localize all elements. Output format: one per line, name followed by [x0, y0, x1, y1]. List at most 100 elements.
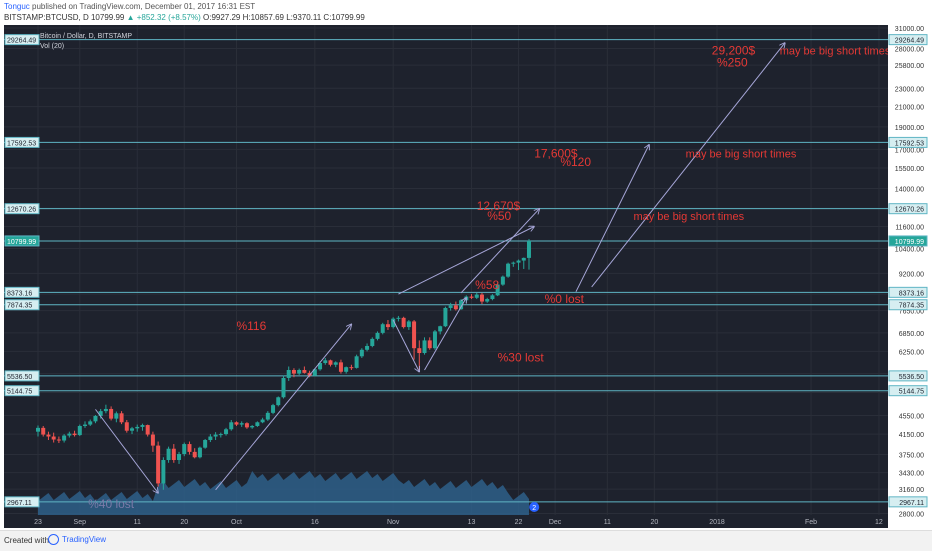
- x-tick-label: Dec: [549, 519, 562, 526]
- level-price-tag: [888, 370, 928, 382]
- candle-body: [171, 448, 176, 461]
- level-price-label: 5144.75: [899, 389, 924, 396]
- candle-body: [396, 317, 401, 319]
- footer: Created with TradingView: [0, 530, 932, 551]
- level-price-label: 10799.99: [895, 239, 924, 246]
- candle-body: [328, 360, 333, 365]
- level-left-label: 5536.50: [7, 374, 32, 381]
- chart-annotation: %250: [717, 56, 748, 70]
- candle-body: [51, 436, 56, 440]
- y-tick-label: 15500.00: [895, 166, 924, 173]
- candle-body: [302, 369, 307, 373]
- candle-body: [521, 257, 526, 261]
- tradingview-brand[interactable]: TradingView: [48, 534, 106, 545]
- candle-body: [161, 460, 166, 484]
- price-chart[interactable]: %40 lost %116 %58 %0 lost %30 lost 12,670$%50…: [4, 25, 928, 528]
- candle-body: [77, 425, 82, 436]
- y-tick-label: 28000.00: [895, 47, 924, 54]
- candle-body: [500, 276, 505, 285]
- candle-body: [109, 408, 114, 419]
- chart-annotation: 29,200$: [712, 43, 756, 57]
- chart-annotation: %120: [560, 155, 591, 169]
- candle-body: [427, 340, 432, 349]
- y-tick-label: 4150.00: [899, 432, 924, 439]
- level-left-label: 12670.26: [7, 207, 36, 214]
- x-tick-label: 20: [180, 519, 188, 526]
- candle-body: [365, 345, 370, 350]
- candle-body: [370, 338, 375, 346]
- candle-body: [244, 423, 249, 428]
- chart-annotation: %30 lost: [498, 350, 545, 364]
- publish-header: Tonguc published on TradingView.com, Dec…: [0, 0, 932, 24]
- level-price-label: 8373.16: [899, 290, 924, 297]
- level-left-tag: [4, 385, 40, 397]
- level-left-tag: [4, 203, 40, 215]
- chart-annotation: %50: [487, 209, 511, 223]
- x-tick-label: 16: [311, 519, 319, 526]
- level-price-label: 7874.35: [899, 303, 924, 310]
- candle-body: [271, 405, 276, 413]
- candle-body: [192, 451, 197, 458]
- candle-body: [239, 423, 244, 425]
- candle-body: [182, 444, 187, 455]
- candle-body: [417, 348, 422, 354]
- candle-body: [391, 318, 396, 328]
- publish-info: Tonguc published on TradingView.com, Dec…: [4, 2, 255, 11]
- candle-body: [401, 317, 406, 328]
- candle-body: [83, 424, 88, 426]
- candle-body: [406, 321, 411, 328]
- candle-body: [453, 305, 458, 310]
- level-left-tag: [4, 235, 40, 247]
- candle-body: [103, 408, 108, 412]
- level-price-tag: [888, 235, 928, 247]
- trend-arrow: [460, 209, 539, 294]
- candle-body: [526, 240, 531, 258]
- candle-body: [448, 305, 453, 308]
- level-left-label: 29264.49: [7, 38, 36, 45]
- x-tick-label: 20: [650, 519, 658, 526]
- candle-body: [422, 340, 427, 354]
- x-tick-label: 2018: [709, 519, 725, 526]
- y-tick-label: 25800.00: [895, 63, 924, 70]
- plot-area: [4, 25, 888, 528]
- level-left-tag: [4, 34, 40, 46]
- y-tick-label: 6850.00: [899, 331, 924, 338]
- candle-body: [177, 454, 182, 461]
- candle-body: [412, 321, 417, 349]
- y-tick-label: 31000.00: [895, 26, 924, 33]
- candle-body: [349, 367, 354, 369]
- candle-body: [385, 324, 390, 328]
- y-tick-label: 9200.00: [899, 271, 924, 278]
- level-left-tag: [4, 496, 40, 508]
- created-with: Created with: [4, 536, 49, 545]
- y-tick-label: 3430.00: [899, 471, 924, 478]
- candle-body: [36, 427, 40, 432]
- candle-body: [338, 362, 343, 372]
- candle-body: [318, 363, 323, 370]
- y-tick-label: 3160.00: [899, 487, 924, 494]
- candle-body: [344, 367, 349, 372]
- author-link[interactable]: Tonguc: [4, 2, 30, 11]
- symbol-info: BITSTAMP:BTCUSD, D 10799.99 ▲ +852.32 (+…: [4, 13, 365, 22]
- candle-body: [88, 421, 93, 425]
- level-price-label: 2967.11: [899, 500, 924, 507]
- pane-badge-count: 2: [532, 505, 536, 512]
- candle-body: [333, 362, 338, 365]
- price-change: ▲ +852.32 (+8.57%): [126, 13, 201, 22]
- candle-body: [224, 429, 229, 435]
- candle-body: [276, 397, 281, 406]
- candle-body: [479, 294, 484, 302]
- candle-body: [250, 425, 255, 428]
- x-tick-label: Nov: [387, 519, 400, 526]
- tradingview-logo-icon: [48, 534, 59, 545]
- candle-body: [67, 433, 72, 436]
- candle-body: [312, 369, 317, 376]
- candle-body: [213, 434, 218, 437]
- chart-annotation: %0 lost: [545, 292, 585, 306]
- level-price-tag: [888, 136, 928, 148]
- candle-body: [380, 324, 385, 333]
- trend-arrow: [398, 227, 534, 295]
- level-price-tag: [888, 385, 928, 397]
- candle-body: [297, 369, 302, 374]
- chart-annotation: %40 lost: [88, 497, 135, 511]
